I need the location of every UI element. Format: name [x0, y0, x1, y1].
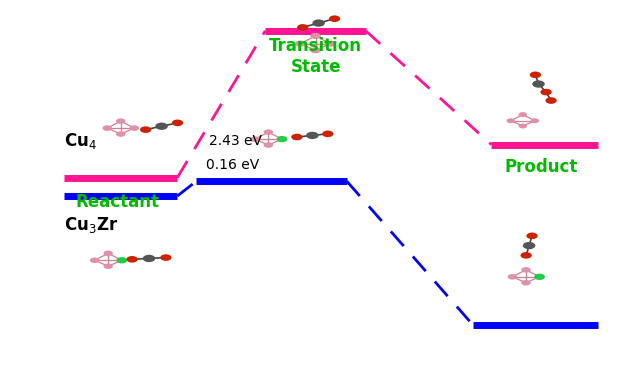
Circle shape	[103, 250, 113, 256]
Circle shape	[116, 131, 126, 137]
Circle shape	[297, 24, 309, 31]
Circle shape	[276, 136, 287, 142]
Circle shape	[102, 125, 112, 131]
Circle shape	[310, 47, 321, 53]
Circle shape	[292, 134, 302, 140]
Text: Product: Product	[505, 158, 579, 176]
Circle shape	[545, 97, 557, 104]
Circle shape	[172, 120, 183, 126]
Circle shape	[306, 132, 319, 139]
Circle shape	[90, 258, 99, 263]
Circle shape	[322, 131, 333, 137]
Circle shape	[116, 257, 127, 263]
Circle shape	[532, 80, 545, 88]
Text: Transition
State: Transition State	[269, 37, 362, 76]
Circle shape	[326, 41, 336, 47]
Circle shape	[507, 274, 517, 280]
Circle shape	[519, 124, 527, 128]
Circle shape	[295, 41, 305, 47]
Circle shape	[529, 71, 541, 78]
Circle shape	[521, 252, 532, 259]
Text: Cu$_4$: Cu$_4$	[64, 131, 97, 151]
Text: Cu$_3$Zr: Cu$_3$Zr	[64, 215, 119, 235]
Circle shape	[534, 274, 545, 280]
Circle shape	[519, 112, 527, 117]
Circle shape	[507, 118, 515, 123]
Circle shape	[250, 136, 259, 142]
Circle shape	[329, 16, 340, 22]
Circle shape	[523, 242, 535, 249]
Circle shape	[129, 125, 139, 131]
Circle shape	[312, 19, 325, 27]
Text: 0.16 eV: 0.16 eV	[206, 158, 259, 172]
Circle shape	[103, 263, 113, 269]
Text: 2.43 eV: 2.43 eV	[209, 134, 262, 148]
Circle shape	[155, 122, 168, 130]
Circle shape	[264, 130, 273, 135]
Circle shape	[264, 142, 273, 148]
Circle shape	[521, 267, 531, 273]
Circle shape	[116, 118, 126, 124]
Circle shape	[140, 126, 151, 133]
Circle shape	[143, 255, 155, 262]
Circle shape	[310, 33, 321, 39]
Circle shape	[521, 280, 531, 286]
Text: Reactant: Reactant	[76, 192, 160, 211]
Circle shape	[526, 232, 538, 239]
Circle shape	[160, 254, 172, 261]
Circle shape	[531, 118, 539, 123]
Circle shape	[540, 89, 551, 95]
Circle shape	[126, 256, 138, 263]
